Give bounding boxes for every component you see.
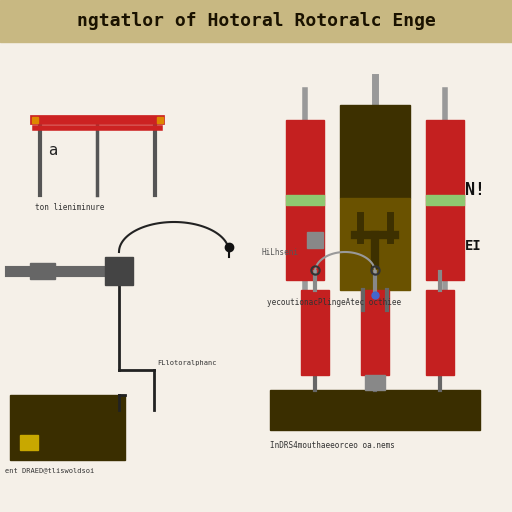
Bar	[270, 390, 480, 430]
Bar	[340, 105, 410, 198]
Bar	[20, 435, 38, 450]
Bar	[426, 290, 454, 375]
Bar	[286, 200, 324, 280]
Text: N!: N!	[465, 181, 485, 199]
Bar	[30, 263, 55, 279]
Bar	[286, 195, 324, 205]
Bar	[301, 290, 329, 375]
Bar	[426, 195, 464, 205]
Text: ent DRAED@tliswoldsoi: ent DRAED@tliswoldsoi	[5, 467, 94, 473]
Bar	[105, 257, 133, 285]
Bar	[426, 200, 464, 280]
Bar	[361, 290, 389, 375]
Text: a: a	[48, 143, 57, 158]
Bar	[286, 120, 324, 200]
Text: ngtatlor of Hotoral Rotoralc Enge: ngtatlor of Hotoral Rotoralc Enge	[77, 12, 435, 30]
Bar	[365, 375, 385, 390]
Text: EI: EI	[465, 239, 482, 253]
Text: yecoutionacPlingeAtec octhiee: yecoutionacPlingeAtec octhiee	[267, 298, 401, 307]
Text: HiLhseni: HiLhseni	[262, 248, 299, 257]
Text: InDRS4mouthaeeorceo oa.nems: InDRS4mouthaeeorceo oa.nems	[270, 441, 395, 450]
Text: FLlotoralphanc: FLlotoralphanc	[157, 360, 217, 366]
Text: ton lieniminure: ton lieniminure	[35, 203, 104, 212]
Bar	[307, 232, 323, 248]
Bar	[426, 120, 464, 200]
Bar	[10, 395, 125, 460]
Bar	[0, 0, 512, 42]
Bar	[340, 198, 410, 290]
